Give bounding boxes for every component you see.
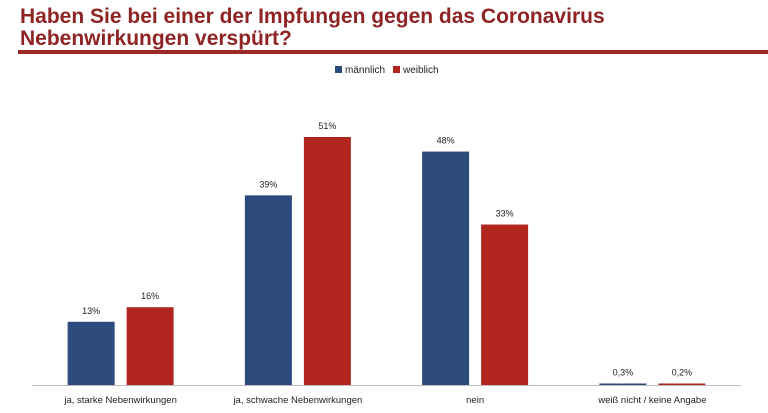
data-label-0-3: 0,3% xyxy=(613,368,634,378)
category-label-0: ja, starke Nebenwirkungen xyxy=(63,395,176,406)
legend-swatch-1 xyxy=(393,66,400,73)
bar-0-1 xyxy=(244,195,292,385)
data-label-0-0: 13% xyxy=(82,306,100,316)
chart-title: Haben Sie bei einer der Impfungen gegen … xyxy=(20,5,605,50)
category-label-2: nein xyxy=(466,395,484,406)
category-label-3: weiß nicht / keine Angabe xyxy=(597,395,706,406)
data-label-0-1: 39% xyxy=(259,179,277,189)
legend-label-1: weiblich xyxy=(402,65,439,76)
legend-swatch-0 xyxy=(335,66,342,73)
legend: männlich weiblich xyxy=(335,65,439,76)
data-label-1-0: 16% xyxy=(141,291,159,301)
legend-label-0: männlich xyxy=(345,65,385,76)
bar-1-0 xyxy=(126,307,174,385)
bar-0-3 xyxy=(599,383,647,385)
category-label-1: ja, schwache Nebenwirkungen xyxy=(232,395,362,406)
bar-0-0 xyxy=(67,321,115,385)
data-label-1-1: 51% xyxy=(318,121,336,131)
bar-1-2 xyxy=(481,224,529,385)
category-labels: ja, starke Nebenwirkungen ja, schwache Ne… xyxy=(63,395,706,406)
bar-0-2 xyxy=(422,151,470,385)
title-underline xyxy=(18,50,768,54)
data-label-1-2: 33% xyxy=(496,209,514,219)
bar-1-1 xyxy=(303,137,351,385)
bars: 13% 16% 39% 51% 48% 33% 0,3% 0,2% xyxy=(67,121,706,385)
bar-1-3 xyxy=(658,383,706,385)
data-label-0-2: 48% xyxy=(437,136,455,146)
data-label-1-3: 0,2% xyxy=(672,368,693,378)
